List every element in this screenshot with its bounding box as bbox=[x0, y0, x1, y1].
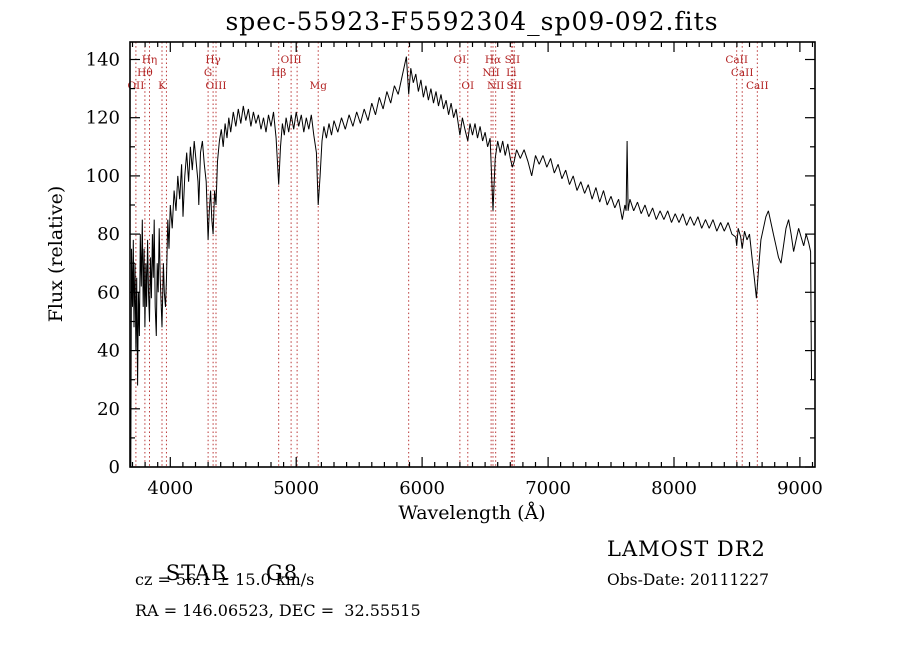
line-label-SII-6717: SII bbox=[505, 54, 521, 66]
y-tick-label: 40 bbox=[97, 341, 120, 362]
line-label-Hη-3835: Hη bbox=[142, 54, 157, 66]
x-tick-label: 4000 bbox=[147, 478, 193, 499]
x-tick-label: 8000 bbox=[651, 478, 697, 499]
y-axis-label: Flux (relative) bbox=[45, 186, 67, 323]
line-label-Hθ-3798: Hθ bbox=[137, 67, 152, 79]
line-label-CaII-8542: CaII bbox=[731, 67, 754, 79]
line-label-NII-6548: NII bbox=[482, 67, 499, 79]
line-label-Li-6708: Li bbox=[506, 67, 517, 79]
x-tick-label: 7000 bbox=[525, 478, 571, 499]
line-label-CaII-8498: CaII bbox=[725, 54, 748, 66]
line-label-OI-6363: OI bbox=[461, 80, 474, 92]
line-label-SII-6731: SII bbox=[506, 80, 522, 92]
plot-title: spec-55923-F5592304_sp09-092.fits bbox=[225, 7, 718, 36]
line-label-G-4300: G bbox=[204, 67, 212, 79]
spectrum-trace bbox=[130, 56, 812, 468]
x-tick-label: 6000 bbox=[399, 478, 445, 499]
x-tick-label: 9000 bbox=[777, 478, 823, 499]
line-label-Hβ-4861: Hβ bbox=[271, 67, 286, 79]
y-tick-label: 20 bbox=[97, 399, 120, 420]
line-label-OIII-4959: OIII bbox=[281, 54, 302, 66]
plot-frame bbox=[129, 41, 816, 468]
object-subclass: G8 bbox=[265, 561, 299, 585]
line-label-Hγ-4340: Hγ bbox=[205, 54, 220, 66]
line-label-CaII-8662: CaII bbox=[746, 80, 769, 92]
line-label-OI-6300: OI bbox=[454, 54, 467, 66]
survey-release: LAMOST DR2 bbox=[607, 537, 766, 561]
obs-date: Obs-Date: 20111227 bbox=[607, 571, 769, 589]
object-type: STAR bbox=[165, 561, 228, 585]
y-tick-label: 80 bbox=[97, 224, 120, 245]
cz-velocity: cz = 56.1 ± 15.0 km/s bbox=[135, 570, 315, 589]
classification-line: STAR G8 bbox=[135, 537, 298, 609]
plot-layers: OIIHθHηKGHγOIIIHβOIIIMgOIOINIIHαNIILiSII… bbox=[86, 41, 823, 499]
x-tick-label: 5000 bbox=[273, 478, 319, 499]
line-label-K-3934: K bbox=[158, 80, 166, 92]
spectrum-plot: spec-55923-F5592304_sp09-092.fits OIIHθH… bbox=[45, 7, 823, 524]
line-label-OIII-4363: OIII bbox=[205, 80, 226, 92]
y-tick-label: 60 bbox=[97, 282, 120, 303]
x-axis-label: Wavelength (Å) bbox=[398, 502, 545, 524]
line-label-NII-6584: NII bbox=[487, 80, 504, 92]
y-tick-label: 100 bbox=[86, 166, 120, 187]
line-label-Mg-5175: Mg bbox=[309, 80, 327, 92]
y-tick-label: 0 bbox=[109, 457, 120, 478]
line-label-Hα-6563: Hα bbox=[485, 54, 501, 66]
y-tick-label: 140 bbox=[86, 50, 120, 71]
y-tick-label: 120 bbox=[86, 108, 120, 129]
ra-dec-coordinates: RA = 146.06523, DEC = 32.55515 bbox=[135, 601, 421, 620]
